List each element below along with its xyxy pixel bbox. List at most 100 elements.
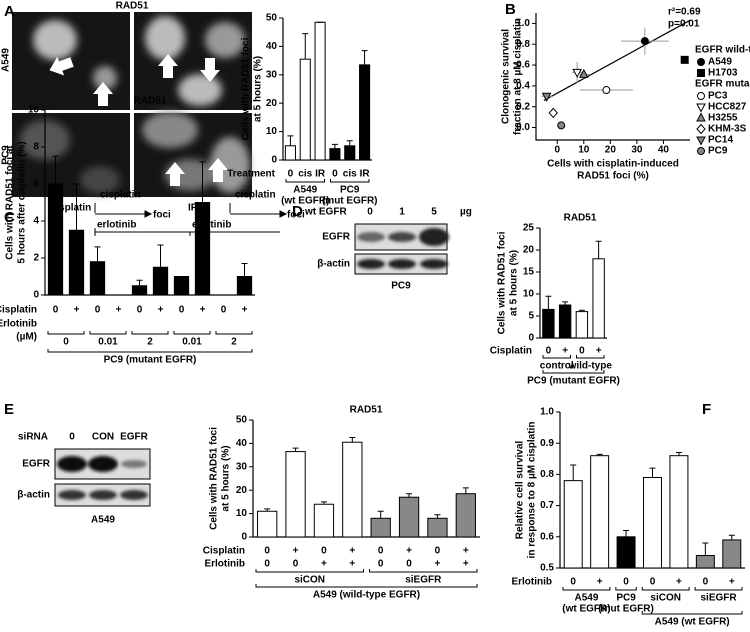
point xyxy=(548,107,558,119)
bar xyxy=(669,455,689,569)
error-bar xyxy=(649,467,656,478)
bar xyxy=(299,58,311,161)
legend-label: A549 xyxy=(708,57,732,68)
bar xyxy=(427,517,448,538)
row-value: 0 xyxy=(321,546,327,557)
row-value: + xyxy=(200,305,206,316)
legend-label: H3255 xyxy=(708,113,738,124)
annotation: foci xyxy=(287,210,305,221)
error-bar xyxy=(292,447,299,452)
lane-label: 1 xyxy=(399,207,405,218)
row-value: + xyxy=(676,577,682,588)
error-bar xyxy=(570,464,577,481)
lane-label: 5 xyxy=(431,207,437,218)
row-label: Treatment xyxy=(227,169,275,180)
legend-marker xyxy=(696,112,706,122)
y-axis-label: fraction at 8 µM cisplatin xyxy=(513,18,524,135)
chart-title: RAD51 xyxy=(564,213,597,224)
group-label: 0 xyxy=(63,337,69,348)
error-bar xyxy=(578,309,585,312)
micrograph-title: RAD51 xyxy=(116,1,149,12)
group-label: PC9 (mutant EGFR) xyxy=(527,376,620,387)
x-tick-label: 40 xyxy=(658,145,670,156)
y-tick-label: 0.8 xyxy=(540,469,554,480)
y-tick-label: 10 xyxy=(236,508,248,519)
legend-marker xyxy=(696,103,706,113)
error-bar xyxy=(349,437,356,443)
row-value: 0 xyxy=(579,346,585,357)
bar xyxy=(592,258,605,339)
row-value: 0 xyxy=(293,559,299,570)
y-tick-label: 0.6 xyxy=(540,531,554,542)
group-bracket xyxy=(47,349,253,353)
y-axis-label: Cells with RAD51 foci at xyxy=(5,145,16,260)
row-value: + xyxy=(435,559,441,570)
bar xyxy=(359,64,371,161)
point xyxy=(557,121,566,130)
x-tick-label: 0 xyxy=(554,145,560,156)
band-label: EGFR xyxy=(322,232,351,243)
bar xyxy=(257,510,278,538)
row-value: + xyxy=(349,559,355,570)
legend-marker xyxy=(697,58,705,66)
y-tick-label: 0.2 xyxy=(516,101,530,112)
error-bar xyxy=(287,135,294,146)
y-axis-label: at 5 hours (%) xyxy=(253,56,264,122)
error-bar xyxy=(675,452,682,456)
error-bar xyxy=(596,453,603,456)
error-bar xyxy=(264,508,271,512)
bar xyxy=(342,441,363,538)
error-bar xyxy=(199,161,206,203)
y-axis-label: in response to 8 µM cisplatin xyxy=(527,422,538,559)
group-label: (wt EGFR) xyxy=(281,196,329,207)
bar xyxy=(89,261,106,296)
error-bar xyxy=(462,487,469,494)
bar xyxy=(398,496,420,538)
group-label: (wt EGFR) xyxy=(562,604,610,615)
row-label: Erlotinib xyxy=(511,577,552,588)
legend-marker xyxy=(697,147,705,155)
lane-label: 0 xyxy=(367,207,373,218)
band-label: β-actin xyxy=(317,259,350,270)
bar xyxy=(194,202,211,296)
group-bracket xyxy=(173,331,211,335)
group-label: siCON xyxy=(650,593,681,604)
row-label: (µM) xyxy=(16,332,37,343)
x-axis-label: RAD51 foci (%) xyxy=(577,171,649,182)
lane-label: CON xyxy=(92,432,114,443)
error-bar xyxy=(595,240,602,259)
annotation: r²=0.69 xyxy=(668,7,701,18)
y-tick-label: 4 xyxy=(33,216,39,227)
error-bar xyxy=(377,510,384,519)
y-tick-label: 2 xyxy=(33,253,39,264)
row-value: + xyxy=(158,305,164,316)
bar xyxy=(344,145,356,161)
row-value: + xyxy=(463,546,469,557)
group-label: (mut EGFR) xyxy=(322,196,378,207)
group-bracket xyxy=(89,331,127,335)
error-bar xyxy=(346,140,353,146)
row-value: + xyxy=(597,577,603,588)
cell-line: PC9 xyxy=(391,281,411,292)
group-label: PC9 xyxy=(340,185,360,196)
y-tick-label: 30 xyxy=(266,69,278,80)
y-axis-label: Cells with RAD51 foci xyxy=(497,231,508,334)
bar xyxy=(643,477,662,569)
error-bar xyxy=(136,279,143,286)
row-value: + xyxy=(293,546,299,557)
bar xyxy=(68,229,85,296)
row-value: cis xyxy=(298,169,312,180)
y-tick-label: 0.8 xyxy=(516,39,530,50)
row-value: + xyxy=(74,305,80,316)
annotation: erlotinib xyxy=(192,220,231,231)
axis xyxy=(535,13,690,141)
group-label: 0.01 xyxy=(98,337,118,348)
point xyxy=(572,68,582,78)
row-label: A549 xyxy=(1,48,12,72)
row-value: + xyxy=(596,346,602,357)
row-label: Cisplatin xyxy=(0,305,37,316)
y-tick-label: 0.0 xyxy=(516,122,530,133)
group-bracket xyxy=(330,179,370,183)
group-label: A549 xyxy=(574,593,598,604)
